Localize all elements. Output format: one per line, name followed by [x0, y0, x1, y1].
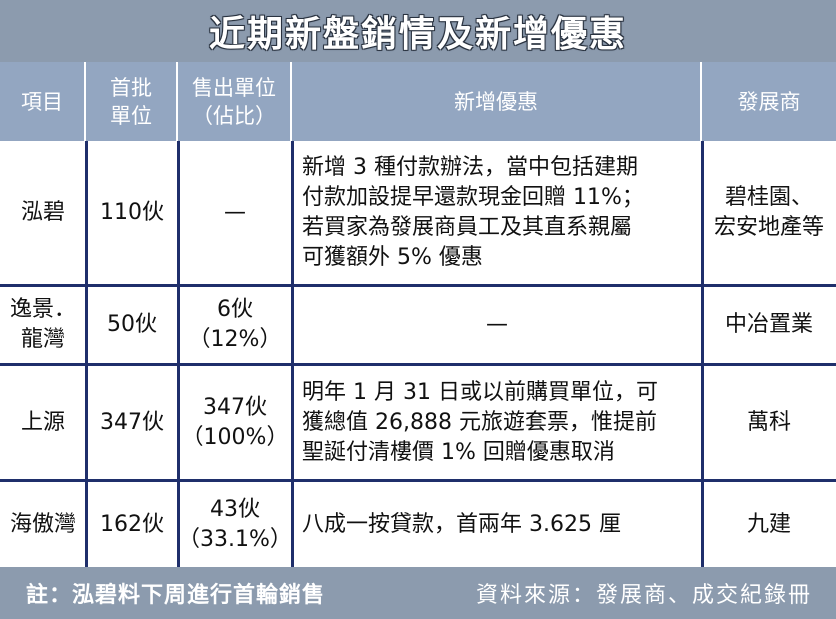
first-batch-value: 50伙: [107, 312, 157, 337]
header-sold-line1: 售出單位: [192, 75, 276, 100]
row-divider: [0, 479, 836, 482]
cell-developer: 碧桂園、 宏安地產等: [702, 141, 836, 284]
item-name: 上源: [20, 409, 65, 435]
offer-line: 獲總值 26,888 元旅遊套票，惟提前: [302, 409, 657, 435]
sold-value: —: [224, 199, 246, 225]
header-developer-label: 發展商: [737, 89, 801, 114]
header-item-label: 項目: [21, 89, 63, 114]
cell-item: 上源: [0, 366, 86, 479]
offer-line: 付款加設提早還款現金回贈 11%；: [302, 184, 644, 210]
header-offer: 新增優惠: [292, 62, 702, 141]
developer-line: 宏安地產等: [713, 214, 824, 240]
item-name-line: 龍灣: [20, 327, 65, 352]
developer-line: 中冶置業: [724, 312, 813, 337]
footnote: 註：泓碧料下周進行首輪銷售: [26, 583, 326, 608]
cell-developer: 中冶置業: [702, 287, 836, 363]
sold-value: 6伙: [217, 297, 253, 322]
table-title: 近期新盤銷情及新增優惠: [208, 14, 627, 55]
cell-offer: 明年 1 月 31 日或以前購買單位，可 獲總值 26,888 元旅遊套票，惟提…: [292, 366, 702, 479]
cell-item: 海傲灣: [0, 482, 86, 567]
cell-first-batch: 50伙: [86, 287, 178, 363]
item-name-line: 逸景．: [9, 297, 76, 322]
table-row: 泓碧 110伙 — 新增 3 種付款辦法，當中包括建期 付款加設提早還款現金回贈…: [0, 141, 836, 284]
cell-developer: 九建: [702, 482, 836, 567]
cell-sold: 6伙 （12%）: [178, 287, 292, 363]
offer-line: 聖誕付清樓價 1% 回贈優惠取消: [302, 439, 615, 465]
first-batch-value: 162伙: [100, 511, 164, 537]
offer-line: 可獲額外 5% 優惠: [302, 244, 483, 270]
cell-sold: 43伙 （33.1%）: [178, 482, 292, 567]
cell-item: 泓碧: [0, 141, 86, 284]
title-banner: 近期新盤銷情及新增優惠: [0, 0, 836, 62]
offer-line: 八成一按貸款，首兩年 3.625 厘: [302, 511, 621, 537]
developer-line: 碧桂園、: [724, 184, 813, 210]
table-row: 逸景． 龍灣 50伙 6伙 （12%） — 中冶置業: [0, 287, 836, 363]
item-name: 泓碧: [20, 199, 65, 225]
cell-item: 逸景． 龍灣: [0, 287, 86, 363]
data-source: 資料來源：發展商、成交紀錄冊: [475, 583, 812, 608]
offer-line: —: [486, 312, 508, 337]
first-batch-value: 110伙: [100, 199, 164, 225]
header-row: 項目 首批 單位 售出單位 （佔比） 新增優惠 發展商: [0, 62, 836, 141]
sold-ratio: （12%）: [188, 327, 282, 352]
cell-offer: 新增 3 種付款辦法，當中包括建期 付款加設提早還款現金回贈 11%； 若買家為…: [292, 141, 702, 284]
first-batch-value: 347伙: [100, 409, 164, 435]
header-developer: 發展商: [702, 62, 836, 141]
table-row: 海傲灣 162伙 43伙 （33.1%） 八成一按貸款，首兩年 3.625 厘 …: [0, 482, 836, 567]
header-item: 項目: [0, 62, 86, 141]
cell-offer: 八成一按貸款，首兩年 3.625 厘: [292, 482, 702, 567]
header-first-batch-line1: 首批: [110, 75, 152, 100]
row-divider: [0, 284, 836, 287]
sold-value: 43伙: [209, 496, 260, 522]
column-divider: [291, 141, 294, 567]
offer-line: 明年 1 月 31 日或以前購買單位，可: [302, 379, 658, 405]
footer-bar: 註：泓碧料下周進行首輪銷售 資料來源：發展商、成交紀錄冊: [0, 567, 836, 619]
column-divider: [177, 141, 180, 567]
cell-sold: —: [178, 141, 292, 284]
cell-first-batch: 347伙: [86, 366, 178, 479]
column-divider: [85, 141, 88, 567]
table-body: 泓碧 110伙 — 新增 3 種付款辦法，當中包括建期 付款加設提早還款現金回贈…: [0, 141, 836, 567]
cell-sold: 347伙 （100%）: [178, 366, 292, 479]
cell-first-batch: 162伙: [86, 482, 178, 567]
header-sold-line2: （佔比）: [192, 103, 276, 128]
item-name: 海傲灣: [9, 511, 76, 537]
sold-ratio: （100%）: [181, 424, 289, 450]
offer-line: 新增 3 種付款辦法，當中包括建期: [302, 154, 638, 180]
cell-developer: 萬科: [702, 366, 836, 479]
cell-first-batch: 110伙: [86, 141, 178, 284]
sold-value: 347伙: [203, 394, 267, 420]
column-divider: [701, 141, 704, 567]
row-divider: [0, 363, 836, 366]
developer-line: 萬科: [746, 409, 791, 435]
cell-offer: —: [292, 287, 702, 363]
offer-line: 若買家為發展商員工及其直系親屬: [302, 214, 633, 240]
header-offer-label: 新增優惠: [454, 89, 538, 114]
header-first-batch: 首批 單位: [86, 62, 178, 141]
header-first-batch-line2: 單位: [110, 103, 152, 128]
developer-line: 九建: [746, 511, 791, 537]
header-sold: 售出單位 （佔比）: [178, 62, 292, 141]
table-row: 上源 347伙 347伙 （100%） 明年 1 月 31 日或以前購買單位，可…: [0, 366, 836, 479]
sold-ratio: （33.1%）: [178, 526, 292, 552]
